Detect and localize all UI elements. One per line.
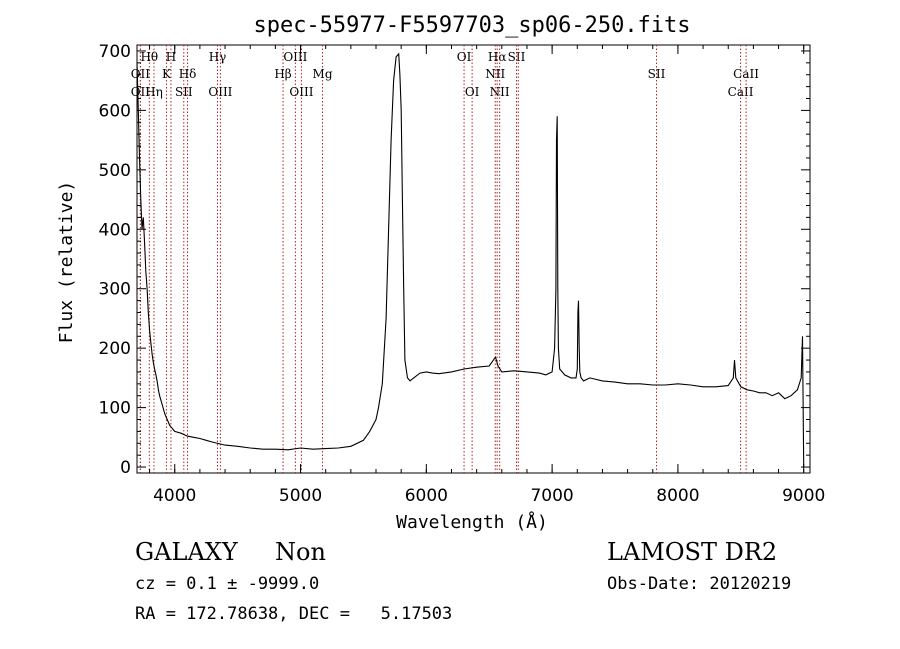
- line-marker-label: SII: [508, 50, 526, 64]
- line-marker-label: H: [166, 50, 176, 64]
- redshift-line: cz = 0.1 ± -9999.0: [135, 574, 320, 594]
- y-tick-label: 200: [99, 339, 131, 359]
- line-marker-label: Mg: [313, 67, 333, 81]
- x-tick-label: 5000: [279, 486, 322, 506]
- line-marker-label: CaII: [733, 67, 759, 81]
- line-marker-label: OII: [131, 85, 151, 99]
- line-marker-label: Hγ: [209, 50, 227, 64]
- line-marker-label: OIII: [283, 50, 307, 64]
- x-tick-label: 6000: [405, 486, 448, 506]
- object-subclass: Non: [275, 538, 326, 566]
- line-marker-label: OI: [457, 50, 472, 64]
- line-marker-label: Hθ: [140, 50, 158, 64]
- x-tick-label: 9000: [782, 486, 825, 506]
- y-tick-label: 0: [120, 458, 131, 478]
- line-marker-label: OIII: [208, 85, 232, 99]
- line-marker-label: CaII: [728, 85, 754, 99]
- y-tick-label: 100: [99, 399, 131, 419]
- y-tick-label: 300: [99, 280, 131, 300]
- x-tick-label: 8000: [656, 486, 699, 506]
- y-axis-label: Flux (relative): [56, 181, 77, 344]
- line-markers: OIIOIIHθHηKHSIIHδHγOIIIHβOIIIOIIIMgOIOIN…: [131, 45, 759, 473]
- line-marker-label: OIII: [289, 85, 313, 99]
- plot-frame: [136, 44, 811, 474]
- y-tick-label: 500: [99, 161, 131, 181]
- object-class: GALAXY: [135, 538, 238, 566]
- spectrum-line: [136, 52, 805, 468]
- y-tick-label: 700: [99, 42, 131, 62]
- y-tick-label: 600: [99, 101, 131, 121]
- x-axis-label: Wavelength (Å): [396, 511, 548, 533]
- y-tick-label: 400: [99, 220, 131, 240]
- ra-dec-line: RA = 172.78638, DEC = 5.17503: [135, 604, 453, 624]
- line-marker-label: SII: [175, 85, 193, 99]
- line-marker-label: NII: [485, 67, 505, 81]
- survey-name: LAMOST DR2: [607, 538, 778, 566]
- line-marker-label: Hα: [488, 50, 507, 64]
- line-marker-label: NII: [490, 85, 510, 99]
- x-tick-label: 4000: [153, 486, 196, 506]
- line-marker-label: Hβ: [274, 67, 291, 81]
- line-marker-label: OI: [465, 85, 480, 99]
- line-marker-label: SII: [648, 67, 666, 81]
- x-tick-label: 7000: [530, 486, 573, 506]
- chart-title: spec-55977-F5597703_sp06-250.fits: [253, 13, 690, 38]
- observation-date: Obs-Date: 20120219: [607, 574, 792, 594]
- line-marker-label: K: [162, 67, 172, 81]
- axes: 4000 5000 6000 7000 8000 9000 0 100 200 300 400 500…: [99, 42, 826, 506]
- line-marker-label: Hη: [145, 85, 163, 99]
- line-marker-label: Hδ: [179, 67, 197, 81]
